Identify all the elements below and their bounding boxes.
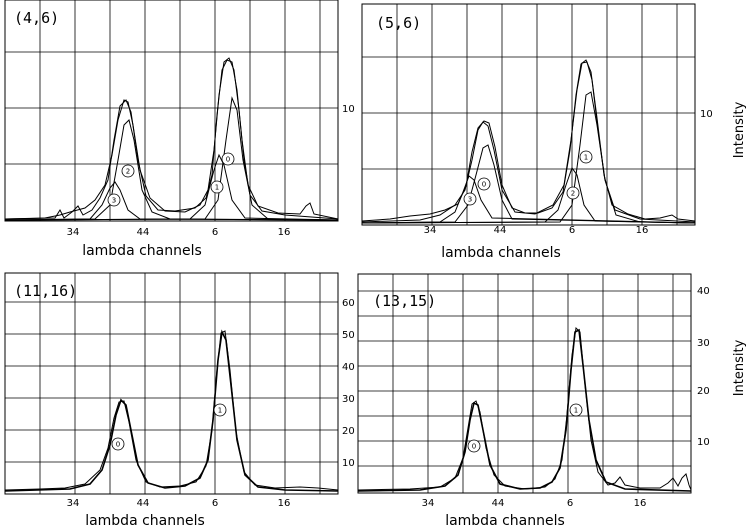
- y-tick-label: 30: [697, 338, 710, 349]
- component-marker-0: 0: [111, 437, 125, 451]
- y-tick-label: 10: [697, 437, 710, 448]
- series-component-1: [4, 153, 339, 221]
- x-tick-label: 6: [212, 227, 218, 238]
- series-fit-total: [361, 61, 696, 223]
- y-tick-label: 20: [342, 426, 355, 437]
- panel-frame: [357, 273, 692, 494]
- y-tick-label: 40: [342, 362, 355, 373]
- x-axis-label: lambda channels: [445, 513, 565, 529]
- x-tick-label: 34: [67, 498, 80, 509]
- series-component-2: [361, 166, 696, 224]
- series-component-3: [361, 175, 696, 224]
- series-observed: [4, 59, 339, 220]
- component-marker-1: 1: [210, 180, 224, 194]
- x-tick-label: 44: [494, 225, 507, 236]
- panel-grid: [5, 0, 338, 221]
- component-marker-1: 1: [569, 403, 583, 417]
- component-marker-1: 1: [579, 150, 593, 164]
- svg-text:0: 0: [116, 441, 120, 449]
- x-tick-label: 44: [492, 498, 505, 509]
- series-fit-total: [4, 329, 339, 492]
- series-component-0: [361, 144, 696, 224]
- x-axis-label: lambda channels: [441, 245, 561, 261]
- panel-title: (13,15): [373, 292, 436, 310]
- panel-frame: [4, 0, 339, 222]
- x-axis-label: lambda channels: [82, 243, 202, 259]
- panel-13-15: (13,15) 0 1 40 30 20 10 Intensity 34 44 …: [357, 273, 747, 529]
- panel-title: (4,6): [14, 9, 59, 27]
- y-tick-label: 20: [697, 386, 710, 397]
- y-axis-label: Intensity: [732, 101, 747, 158]
- x-tick-label: 16: [278, 227, 291, 238]
- svg-text:3: 3: [468, 196, 472, 204]
- x-tick-label: 44: [137, 498, 150, 509]
- svg-text:2: 2: [571, 190, 575, 198]
- x-tick-label: 6: [569, 225, 575, 236]
- component-marker-3: 3: [107, 193, 121, 207]
- panel-11-16: (11,16) 0 1 60 50 40 30 20 10 34 44 6 16…: [4, 272, 355, 529]
- svg-text:0: 0: [226, 156, 230, 164]
- x-tick-label: 6: [567, 498, 573, 509]
- panel-grid: [362, 4, 695, 225]
- svg-text:0: 0: [482, 181, 486, 189]
- series-observed: [361, 59, 696, 222]
- component-marker-0: 0: [221, 152, 235, 166]
- y-tick-label: 30: [342, 394, 355, 405]
- series-observed: [357, 326, 692, 491]
- y-tick-label: 40: [697, 286, 710, 297]
- svg-text:1: 1: [218, 407, 222, 415]
- component-marker-0: 0: [467, 439, 481, 453]
- series-observed: [4, 330, 339, 491]
- x-tick-label: 16: [636, 225, 649, 236]
- panel-title: (5,6): [376, 14, 421, 32]
- panel-frame: [4, 272, 339, 495]
- x-tick-label: 6: [212, 498, 218, 509]
- component-marker-2: 2: [121, 164, 135, 178]
- series-fit-total: [357, 328, 692, 492]
- x-tick-label: 44: [137, 227, 150, 238]
- component-marker-2: 2: [566, 186, 580, 200]
- panel-title: (11,16): [14, 282, 77, 300]
- series-component-0: [4, 96, 339, 221]
- panel-grid: [5, 273, 338, 494]
- y-tick-label: 50: [342, 330, 355, 341]
- y-axis-label: Intensity: [732, 339, 747, 396]
- x-tick-label: 34: [67, 227, 80, 238]
- series-component-3: [4, 181, 339, 221]
- series-component-1: [361, 91, 696, 224]
- svg-text:1: 1: [574, 407, 578, 415]
- svg-text:1: 1: [584, 154, 588, 162]
- y-tick-label: 10: [700, 109, 713, 120]
- component-marker-0: 0: [477, 177, 491, 191]
- svg-text:1: 1: [215, 184, 219, 192]
- x-tick-label: 34: [422, 498, 435, 509]
- panel-grid: [358, 274, 691, 493]
- y-tick-label: 10: [342, 458, 355, 469]
- x-tick-label: 16: [634, 498, 647, 509]
- component-marker-1: 1: [213, 403, 227, 417]
- series-fit-total: [4, 57, 339, 220]
- panel-4-6: (4,6) 2 3 1 0 10 34 44 6 16 lambda chann…: [4, 0, 355, 259]
- svg-text:3: 3: [112, 197, 116, 205]
- y-tick-label: 60: [342, 298, 355, 309]
- panel-frame: [361, 3, 696, 226]
- svg-text:2: 2: [126, 168, 130, 176]
- series-component-2: [4, 119, 339, 221]
- x-tick-label: 34: [424, 225, 437, 236]
- component-marker-3: 3: [463, 192, 477, 206]
- panel-5-6: (5,6) 3 0 2 1 10 Intensity 34 44 6 16 la…: [361, 3, 747, 261]
- svg-text:0: 0: [472, 443, 476, 451]
- y-tick-label: 10: [342, 104, 355, 115]
- x-axis-label: lambda channels: [85, 513, 205, 529]
- x-tick-label: 16: [278, 498, 291, 509]
